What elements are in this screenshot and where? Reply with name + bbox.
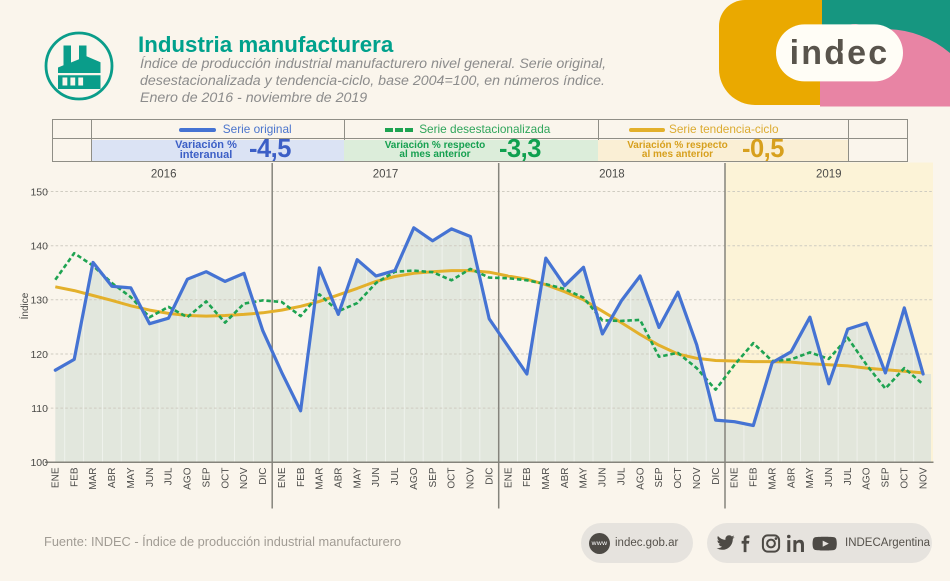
svg-text:NOV: NOV [918, 467, 929, 489]
svg-text:Índice: Índice [18, 292, 31, 319]
svg-text:150: 150 [30, 186, 48, 198]
svg-text:ENE: ENE [277, 467, 288, 488]
svg-text:MAR: MAR [767, 468, 778, 490]
svg-text:2019: 2019 [816, 169, 842, 181]
svg-text:FEB: FEB [69, 467, 80, 487]
svg-text:140: 140 [30, 241, 48, 253]
svg-text:MAR: MAR [88, 468, 99, 490]
svg-text:ABR: ABR [786, 468, 797, 489]
svg-text:OCT: OCT [673, 468, 684, 489]
svg-text:ENE: ENE [503, 467, 514, 488]
svg-text:SEP: SEP [428, 467, 439, 487]
svg-text:2018: 2018 [599, 169, 625, 181]
svg-text:ABR: ABR [560, 468, 571, 489]
svg-text:ABR: ABR [107, 468, 118, 489]
svg-text:DIC: DIC [258, 468, 269, 485]
svg-text:MAR: MAR [541, 468, 552, 490]
svg-text:AGO: AGO [862, 467, 873, 489]
svg-text:ABR: ABR [334, 468, 345, 489]
svg-text:JUL: JUL [843, 467, 854, 485]
svg-text:FEB: FEB [522, 467, 533, 487]
svg-text:NOV: NOV [466, 467, 477, 489]
svg-text:JUN: JUN [371, 468, 382, 487]
svg-text:SEP: SEP [654, 467, 665, 487]
svg-text:JUL: JUL [164, 467, 175, 485]
svg-text:NOV: NOV [692, 467, 703, 489]
svg-text:DIC: DIC [711, 468, 722, 485]
svg-text:AGO: AGO [183, 467, 194, 489]
svg-text:MAY: MAY [126, 467, 137, 488]
svg-text:JUL: JUL [390, 467, 401, 485]
svg-text:2016: 2016 [151, 169, 177, 181]
svg-text:JUN: JUN [145, 468, 156, 487]
svg-text:AGO: AGO [409, 467, 420, 489]
svg-text:ENE: ENE [730, 467, 741, 488]
svg-text:120: 120 [30, 349, 48, 361]
svg-text:ENE: ENE [51, 467, 62, 488]
svg-text:130: 130 [30, 295, 48, 307]
svg-text:MAY: MAY [805, 467, 816, 488]
svg-text:JUL: JUL [617, 467, 628, 485]
svg-text:SEP: SEP [881, 467, 892, 487]
svg-text:SEP: SEP [201, 467, 212, 487]
svg-text:MAY: MAY [579, 467, 590, 488]
svg-text:OCT: OCT [220, 468, 231, 489]
svg-text:indec: indec [790, 34, 890, 72]
svg-text:110: 110 [31, 403, 48, 415]
svg-text:JUN: JUN [598, 468, 609, 487]
svg-text:OCT: OCT [447, 468, 458, 489]
svg-text:FEB: FEB [749, 467, 760, 487]
svg-text:100: 100 [30, 457, 48, 469]
svg-text:NOV: NOV [239, 467, 250, 489]
svg-text:OCT: OCT [900, 468, 911, 489]
svg-text:FEB: FEB [296, 467, 307, 487]
svg-text:MAY: MAY [352, 467, 363, 488]
svg-text:2017: 2017 [373, 169, 399, 181]
svg-text:AGO: AGO [635, 467, 646, 489]
svg-text:MAR: MAR [315, 468, 326, 490]
svg-text:JUN: JUN [824, 468, 835, 487]
svg-text:DIC: DIC [484, 468, 495, 485]
